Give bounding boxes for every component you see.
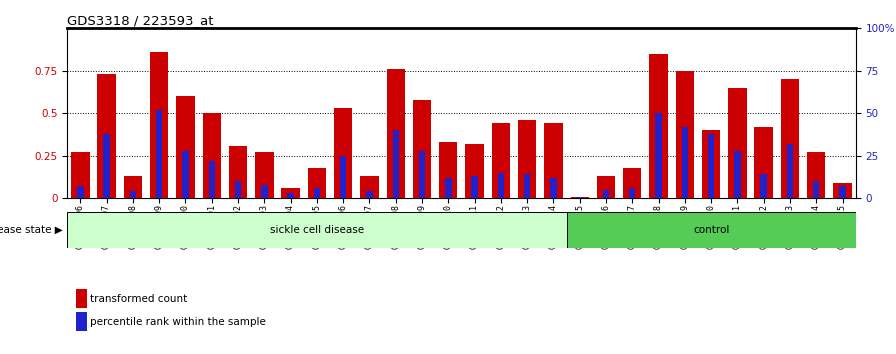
Bar — [130, 192, 136, 198]
Bar — [655, 113, 662, 198]
Bar — [150, 52, 168, 198]
Bar — [550, 178, 556, 198]
Bar — [366, 192, 373, 198]
Bar — [544, 124, 563, 198]
Bar — [840, 186, 846, 198]
Bar — [497, 173, 504, 198]
Bar — [413, 100, 431, 198]
Bar — [492, 124, 510, 198]
Bar — [623, 168, 642, 198]
Bar — [518, 120, 537, 198]
Bar — [281, 188, 300, 198]
Bar — [360, 176, 379, 198]
Bar — [734, 151, 741, 198]
Bar — [566, 212, 856, 248]
Bar — [629, 188, 635, 198]
Bar — [682, 127, 688, 198]
Bar — [156, 110, 162, 198]
Text: GDS3318 / 223593_at: GDS3318 / 223593_at — [67, 14, 214, 27]
Bar — [571, 196, 589, 198]
Bar — [340, 156, 347, 198]
Bar — [98, 74, 116, 198]
Bar — [439, 142, 458, 198]
Bar — [524, 175, 530, 198]
Bar — [71, 152, 90, 198]
Bar — [307, 168, 326, 198]
Bar — [209, 161, 215, 198]
Bar — [603, 190, 609, 198]
Bar — [288, 193, 294, 198]
Bar — [177, 96, 194, 198]
Bar — [235, 181, 241, 198]
Bar — [728, 88, 746, 198]
Bar — [754, 127, 773, 198]
Bar — [576, 196, 583, 198]
Text: disease state ▶: disease state ▶ — [0, 225, 63, 235]
Bar — [418, 151, 426, 198]
Bar — [124, 176, 142, 198]
Bar — [833, 183, 852, 198]
Bar — [676, 71, 694, 198]
Bar — [334, 108, 352, 198]
Text: sickle cell disease: sickle cell disease — [270, 225, 364, 235]
Text: control: control — [693, 225, 729, 235]
Bar — [67, 212, 566, 248]
Bar — [761, 175, 767, 198]
Bar — [228, 145, 247, 198]
Bar — [77, 186, 83, 198]
Bar — [702, 130, 720, 198]
Bar — [780, 79, 799, 198]
Bar — [465, 144, 484, 198]
Bar — [807, 152, 825, 198]
Bar — [445, 178, 452, 198]
Bar — [813, 181, 820, 198]
Bar — [650, 54, 668, 198]
Text: percentile rank within the sample: percentile rank within the sample — [90, 317, 265, 327]
Bar — [787, 144, 793, 198]
Bar — [471, 176, 478, 198]
Bar — [261, 185, 268, 198]
Bar — [202, 113, 221, 198]
Bar — [103, 134, 110, 198]
Bar — [314, 188, 320, 198]
Text: transformed count: transformed count — [90, 294, 187, 304]
Bar — [392, 130, 399, 198]
Bar — [255, 152, 273, 198]
Bar — [386, 69, 405, 198]
Bar — [182, 151, 189, 198]
Bar — [708, 134, 714, 198]
Bar — [597, 176, 616, 198]
